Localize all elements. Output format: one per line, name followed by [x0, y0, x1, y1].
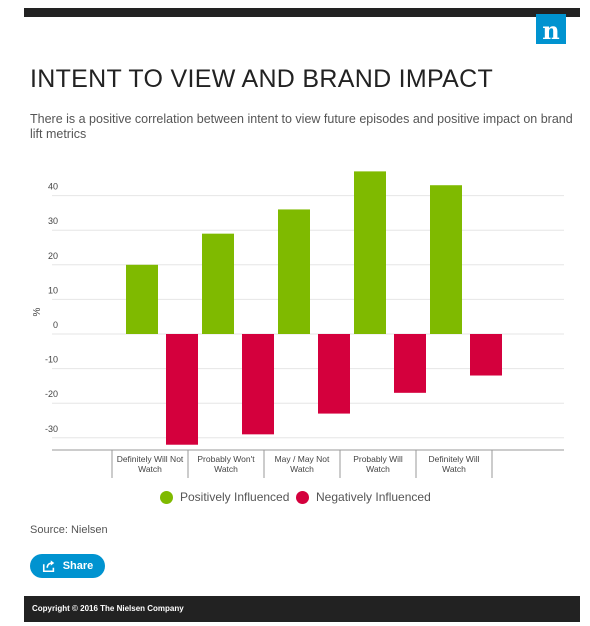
y-tick-label: -20	[45, 389, 58, 399]
y-axis-label: %	[32, 307, 43, 316]
legend-swatch	[160, 490, 173, 504]
x-category-label: Watch	[366, 464, 390, 474]
y-tick-label: 40	[48, 182, 58, 192]
x-category-label: Definitely Will Not	[117, 454, 184, 464]
negative-bar	[166, 334, 198, 445]
negative-bar	[470, 334, 502, 376]
negative-bar	[242, 334, 274, 435]
share-button[interactable]: Share	[30, 554, 105, 578]
x-category-label: Watch	[442, 464, 466, 474]
nielsen-logo: n	[536, 14, 566, 45]
y-tick-label: 20	[48, 251, 58, 261]
y-tick-label: 0	[53, 320, 58, 330]
y-tick-label: -30	[45, 424, 58, 434]
positive-bar	[126, 264, 158, 334]
x-category-label: Watch	[138, 464, 162, 474]
page-title: INTENT TO VIEW AND BRAND IMPACT	[30, 65, 494, 93]
x-category-label: Probably Will	[353, 454, 403, 464]
footer-copyright: Copyright © 2016 The Nielsen Company	[24, 596, 580, 622]
x-category-label: Probably Won't	[197, 454, 255, 464]
top-bar	[24, 8, 580, 17]
legend-item: Positively Influenced	[160, 490, 289, 504]
positive-bar	[202, 233, 234, 334]
x-category-label: Definitely Will	[428, 454, 479, 464]
negative-bar	[318, 334, 350, 414]
positive-bar	[278, 209, 310, 334]
x-category-label: May / May Not	[275, 454, 330, 464]
legend-label: Positively Influenced	[180, 490, 290, 504]
page-subtitle: There is a positive correlation between …	[30, 112, 573, 141]
positive-bar	[430, 185, 462, 334]
y-tick-label: 30	[48, 216, 58, 226]
negative-bar	[394, 334, 426, 393]
legend-swatch	[296, 490, 309, 504]
share-icon	[42, 560, 54, 573]
y-tick-label: -10	[45, 355, 58, 365]
x-category-label: Watch	[290, 464, 314, 474]
legend-label: Negatively Influenced	[316, 490, 431, 504]
legend-item: Negatively Influenced	[296, 490, 431, 504]
share-label: Share	[62, 560, 94, 572]
source-note: Source: Nielsen	[30, 524, 108, 536]
positive-bar	[354, 171, 386, 334]
y-tick-label: 10	[48, 285, 58, 295]
x-category-label: Watch	[214, 464, 238, 474]
